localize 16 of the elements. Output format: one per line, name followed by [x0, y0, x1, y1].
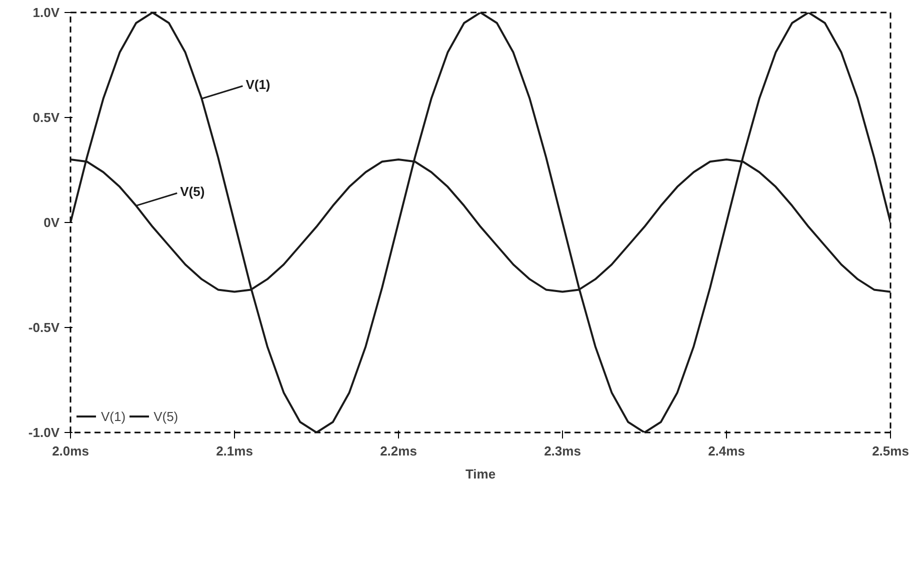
x-tick-label: 2.1ms — [216, 444, 253, 458]
y-tick-label: -1.0V — [28, 425, 60, 440]
x-tick-label: 2.4ms — [708, 444, 745, 458]
legend-label: V(1) — [101, 408, 126, 424]
annotation: V(1) — [246, 77, 270, 92]
annotation: V(5) — [180, 184, 205, 200]
legend-label: V(5) — [154, 408, 178, 424]
x-tick-label: 2.2ms — [380, 444, 417, 458]
x-tick-label: 2.3ms — [544, 444, 581, 458]
y-tick-label: 0V — [44, 215, 60, 230]
y-tick-label: 1.0V — [32, 5, 60, 20]
x-axis-title: Time — [465, 466, 496, 482]
y-tick-label: -0.5V — [28, 320, 60, 335]
x-tick-label: 2.0ms — [52, 444, 89, 458]
x-tick-label: 2.5ms — [872, 444, 909, 458]
y-tick-label: 0.5V — [32, 110, 60, 125]
